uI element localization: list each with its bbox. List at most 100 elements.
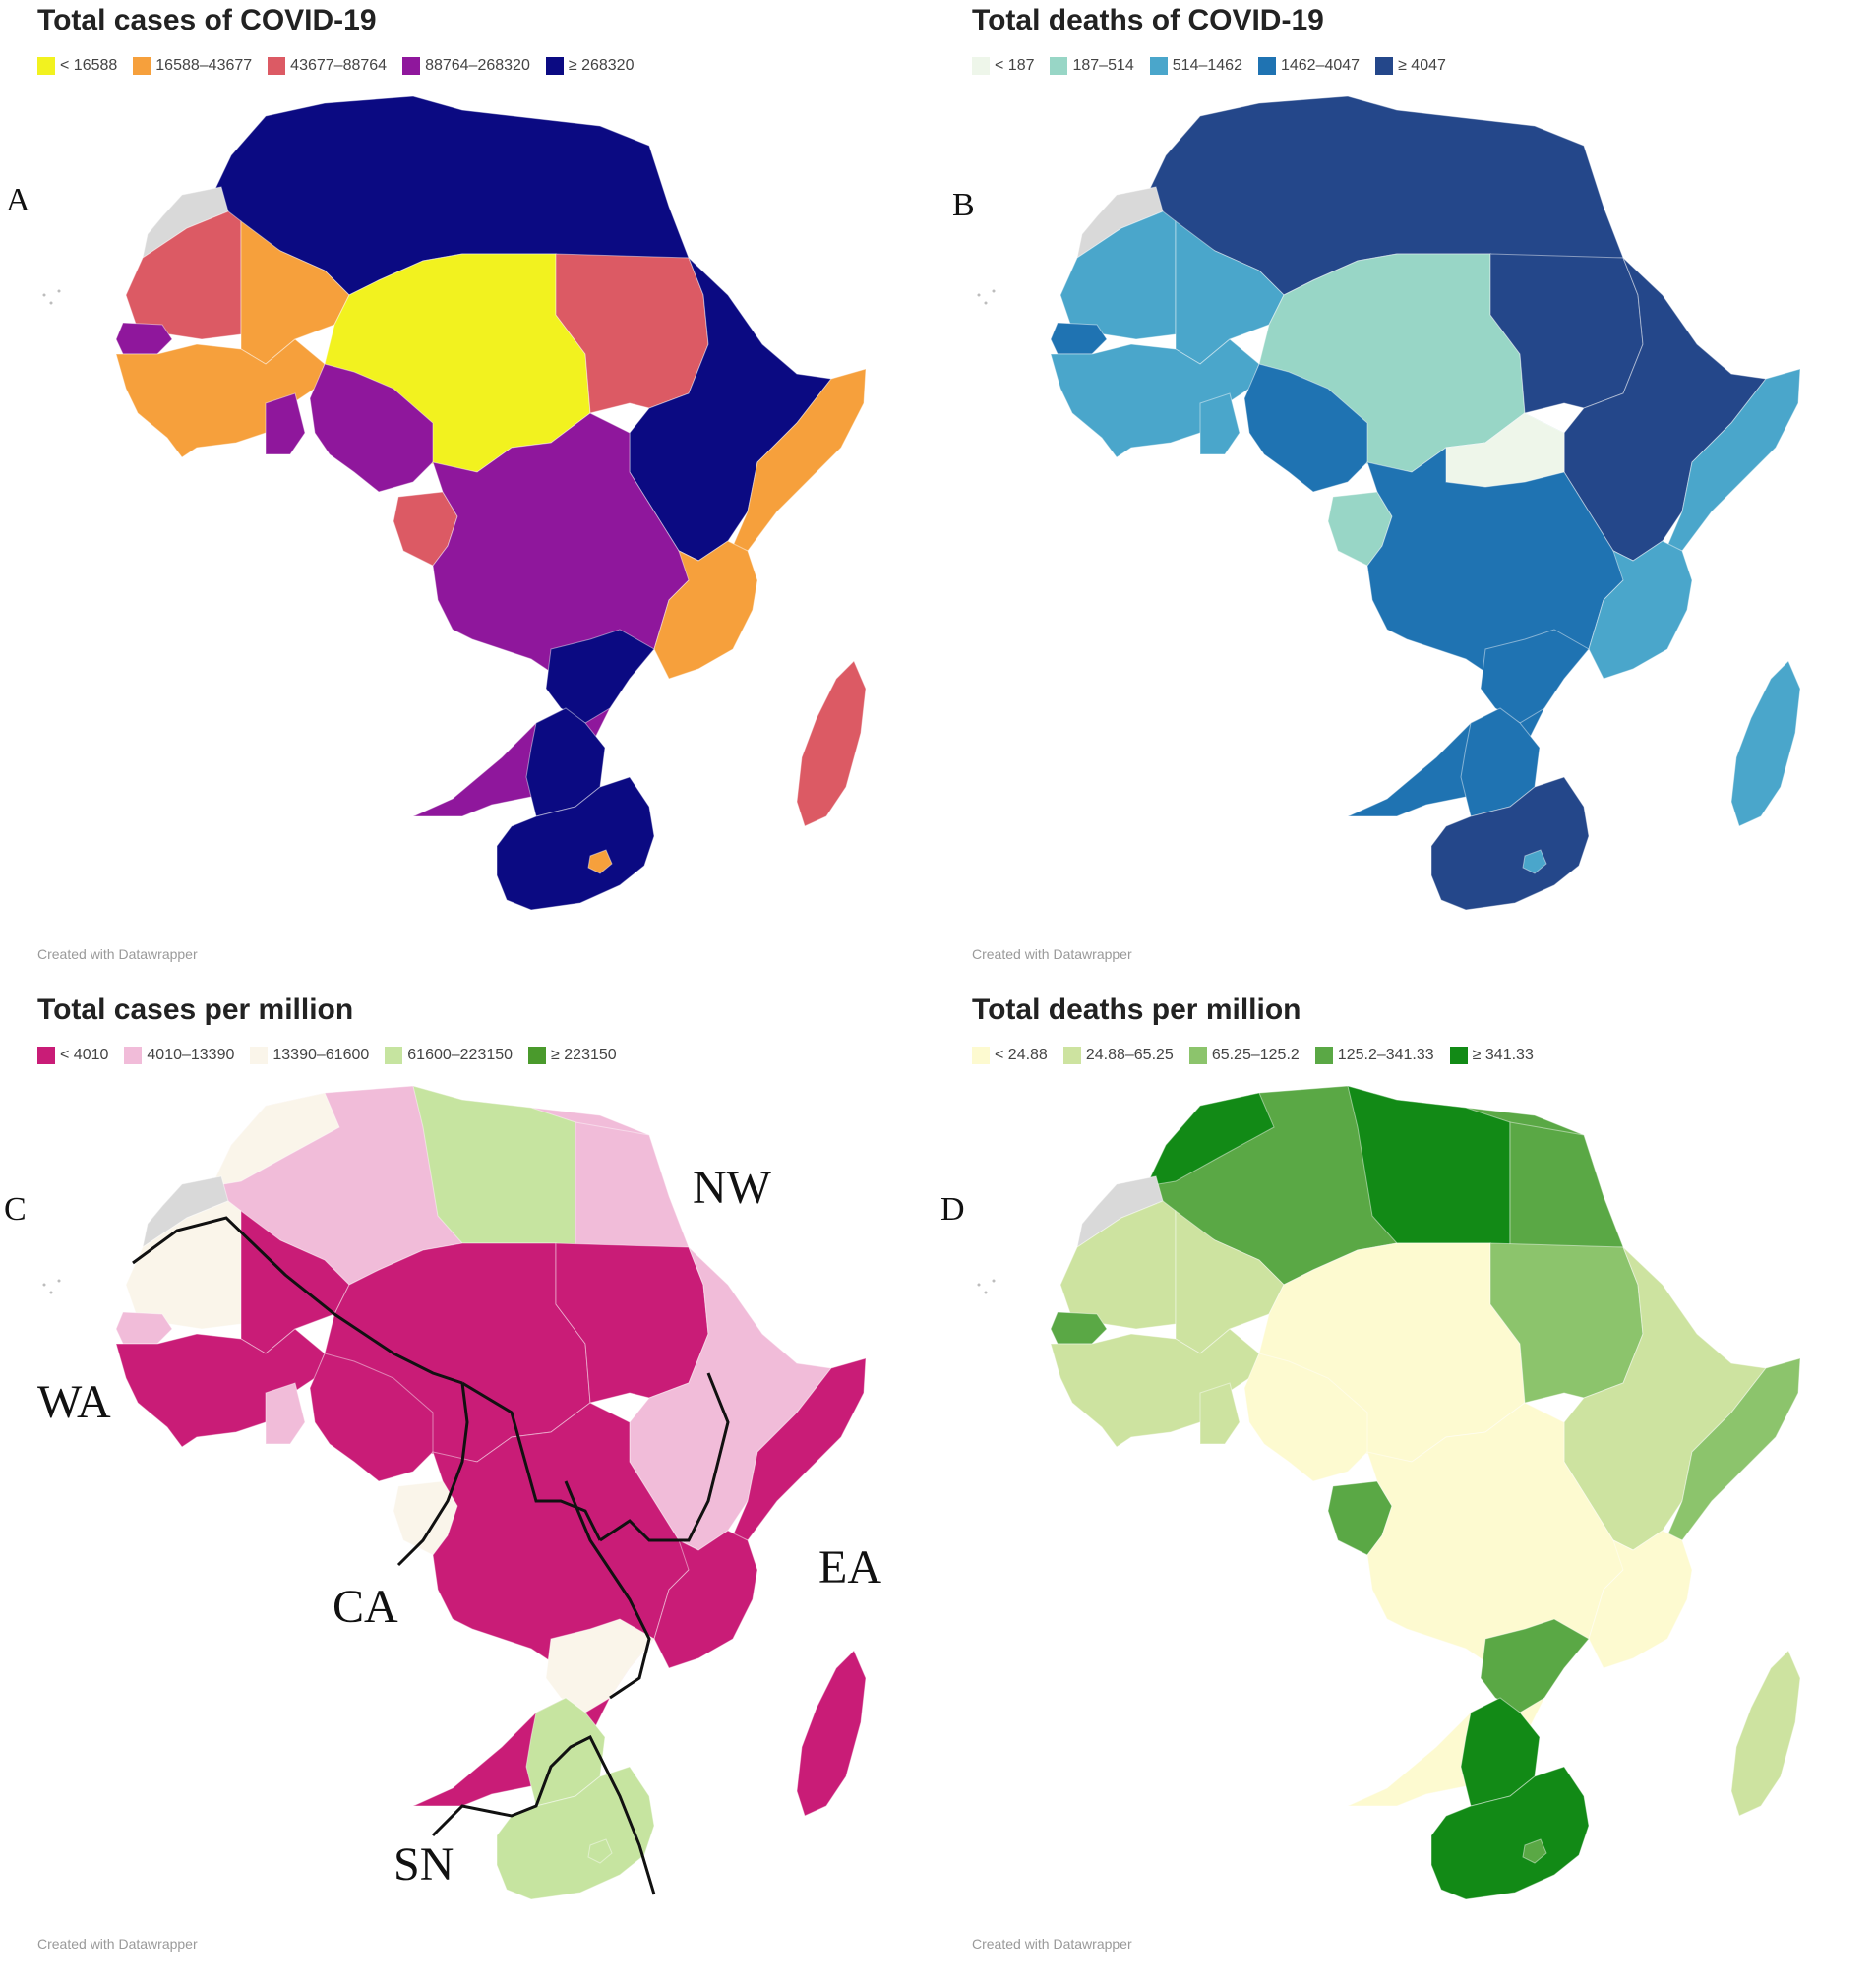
panel-d: Total deaths per million < 24.88 24.88–6… [935,990,1869,1979]
region-southAfrica [1430,776,1590,911]
island-dot [984,301,988,305]
region-tanzania [1588,1530,1693,1669]
africa-map-svg [42,1085,867,1900]
legend-label: < 187 [995,57,1035,74]
map-title: Total cases per million [37,993,354,1026]
legend-swatch [1449,1047,1468,1064]
region-senegal [115,1311,173,1345]
legend-item: 13390–61600 [250,1047,369,1064]
legend-item: 65.25–125.2 [1188,1047,1300,1064]
legend-swatch [1314,1047,1333,1064]
credit-text: Created with Datawrapper [37,946,198,962]
legend-label: 65.25–125.2 [1211,1047,1300,1063]
africa-map [0,990,935,1979]
island-dot [49,301,53,305]
region-boundary-line [396,1382,469,1567]
island-dot [984,1291,988,1294]
region-lesotho [587,1838,613,1864]
region-egypt [1509,1121,1624,1254]
region-lesotho [587,849,613,874]
africa-map-svg [42,95,867,911]
legend-item: ≥ 341.33 [1449,1047,1534,1064]
region-ghana [1199,1382,1241,1445]
legend-label: 4010–13390 [147,1047,235,1063]
africa-map [935,990,1869,1979]
legend-label: ≥ 4047 [1398,57,1446,74]
region-senegal [1050,1311,1108,1345]
region-somalia [732,1357,867,1541]
legend-label: < 4010 [60,1047,109,1063]
legend-item: < 4010 [37,1047,108,1064]
legend-swatch [1062,1047,1081,1064]
region-label-sn: SN [393,1838,454,1891]
region-mauritania [1059,210,1177,340]
region-zambia [1480,629,1590,724]
legend-swatch [250,1047,269,1064]
region-mali [240,220,350,365]
legend-swatch [1050,57,1068,75]
region-label-ca: CA [333,1581,398,1633]
panel-a: Total cases of COVID-19 < 16588 16588–43… [0,0,935,990]
legend-item: 43677–88764 [268,57,387,75]
legend-item: ≥ 223150 [528,1047,617,1064]
legend-label: < 16588 [60,57,118,74]
map-title: Total deaths per million [972,993,1301,1026]
region-boundary-line [564,1480,651,1700]
region-nigeria [309,363,434,493]
legend-swatch [1257,57,1276,75]
region-zambia [545,1618,655,1713]
legend-label: 187–514 [1072,57,1134,74]
legend-label: 88764–268320 [425,57,530,74]
region-southAfrica [496,776,655,911]
credit-text: Created with Datawrapper [972,946,1132,962]
legend-swatch [37,1047,55,1064]
legend-item: < 16588 [37,57,117,75]
region-somalia [732,368,867,552]
legend-item: 61600–223150 [385,1047,513,1064]
legend-item: 125.2–341.33 [1314,1047,1434,1064]
legend-swatch [37,57,55,75]
island-dot [49,1291,53,1294]
region-ghana [265,392,306,455]
region-senegal [1050,322,1108,355]
region-egypt [575,1121,690,1254]
region-centralSouth [412,1402,699,1807]
legend-item: < 24.88 [972,1047,1048,1064]
region-boundary-line [431,1734,656,1895]
region-lesotho [1522,1838,1547,1864]
island-dot [57,289,61,293]
region-somalia [1666,1357,1801,1541]
legend-label: 24.88–65.25 [1085,1047,1174,1063]
island-dot [977,1283,981,1287]
legend-label: 1462–4047 [1280,57,1361,74]
region-madagascar [796,1650,867,1817]
region-boundary-line [599,1372,730,1542]
region-mali [1175,1210,1285,1354]
region-zambia [1480,1618,1590,1713]
region-ghana [1199,392,1241,455]
island-dot [992,289,996,293]
legend-swatch [972,1047,990,1064]
legend-item: 187–514 [1050,57,1134,75]
region-centralSouth [1347,1402,1634,1807]
legend-swatch [124,1047,143,1064]
legend-label: 514–1462 [1172,57,1242,74]
region-senegal [115,322,173,355]
region-mauritania [125,210,242,340]
legend: < 187 187–514 514–1462 1462–4047 ≥ 4047 [972,57,1446,75]
region-tanzania [653,540,758,680]
legend-swatch [402,57,421,75]
region-nigeria [1243,1353,1368,1482]
legend-swatch [385,1047,403,1064]
region-nigeria [309,1353,434,1482]
panel-letter: B [952,187,975,223]
legend-item: 1462–4047 [1257,57,1361,75]
region-mauritania [1059,1200,1177,1330]
region-lesotho [1522,849,1547,874]
legend-swatch [1149,57,1168,75]
legend: < 24.88 24.88–65.25 65.25–125.2 125.2–34… [972,1047,1534,1064]
legend: < 4010 4010–13390 13390–61600 61600–2231… [37,1047,617,1064]
region-tanzania [653,1530,758,1669]
africa-map [935,0,1869,990]
panel-b: Total deaths of COVID-19 < 187 187–514 5… [935,0,1869,990]
